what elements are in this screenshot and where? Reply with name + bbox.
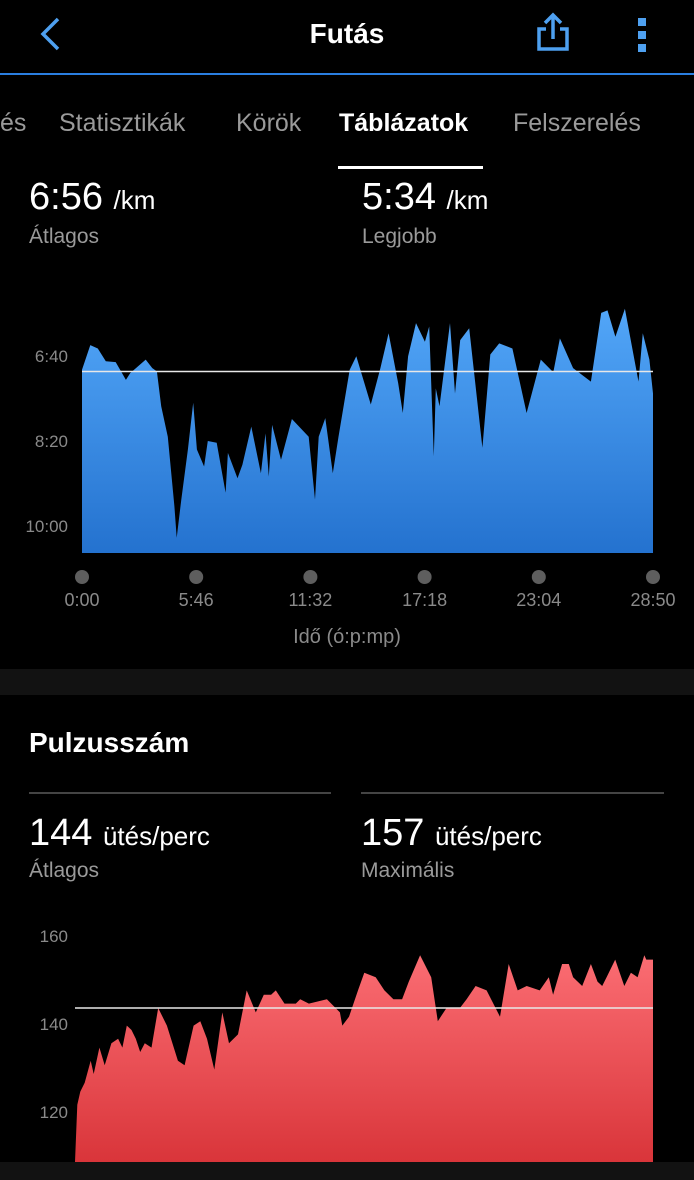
avg-pace-label: Átlagos bbox=[29, 225, 100, 248]
pace-y-tick: 10:00 bbox=[25, 516, 68, 536]
pace-chart bbox=[82, 308, 653, 553]
avg-hr-number: 144 bbox=[29, 812, 93, 854]
x-tick-dot bbox=[417, 570, 432, 584]
max-hr-number: 157 bbox=[361, 812, 425, 854]
x-tick-dot bbox=[531, 570, 546, 584]
max-hr-label: Maximális bbox=[361, 859, 455, 882]
x-tick-dot bbox=[303, 570, 318, 584]
x-axis-title: Idő (ó:p:mp) bbox=[293, 626, 401, 648]
best-pace-unit: /km bbox=[446, 185, 489, 215]
avg-hr-value: 144 ütés/perc bbox=[29, 812, 210, 855]
hr-y-tick: 140 bbox=[39, 1014, 68, 1034]
hr-y-tick: 120 bbox=[39, 1102, 68, 1122]
pace-y-tick: 6:40 bbox=[34, 346, 68, 366]
hr-y-tick: 160 bbox=[39, 926, 68, 946]
avg-hr-label: Átlagos bbox=[29, 859, 100, 882]
pace-x-tick: 11:32 bbox=[288, 590, 333, 610]
tab-charts[interactable]: Táblázatok bbox=[339, 109, 469, 137]
divider bbox=[29, 792, 331, 794]
avg-pace-unit: /km bbox=[113, 185, 156, 215]
best-pace-label: Legjobb bbox=[362, 225, 437, 248]
series-area bbox=[82, 308, 653, 553]
avg-pace-value: 6:56 /km bbox=[29, 176, 155, 219]
pace-y-tick: 8:20 bbox=[34, 431, 68, 451]
avg-hr-unit: ütés/perc bbox=[102, 821, 210, 851]
tab-gear[interactable]: Felszerelés bbox=[513, 109, 641, 137]
divider bbox=[361, 792, 664, 794]
avg-pace-number: 6:56 bbox=[29, 176, 103, 218]
heart-rate-title: Pulzusszám bbox=[29, 727, 190, 758]
x-tick-dot bbox=[646, 570, 660, 584]
chevron-left-icon[interactable] bbox=[36, 16, 66, 52]
pace-x-tick: 5:46 bbox=[178, 590, 214, 610]
tab-overview[interactable]: és bbox=[0, 109, 27, 137]
tab-statistics[interactable]: Statisztikák bbox=[59, 109, 186, 137]
series-area bbox=[75, 955, 653, 1162]
top-bar: Futás bbox=[0, 0, 694, 74]
tab-laps[interactable]: Körök bbox=[236, 109, 302, 137]
max-hr-unit: ütés/perc bbox=[434, 821, 542, 851]
page-title: Futás bbox=[309, 18, 385, 49]
section-divider bbox=[0, 669, 694, 695]
header-divider bbox=[0, 73, 694, 75]
x-axis-dots bbox=[75, 570, 660, 584]
pace-x-tick: 23:04 bbox=[516, 590, 562, 610]
pace-x-tick: 17:18 bbox=[402, 590, 448, 610]
pace-x-tick: 0:00 bbox=[64, 590, 100, 610]
more-vertical-icon[interactable] bbox=[632, 16, 652, 54]
max-hr-value: 157 ütés/perc bbox=[361, 812, 542, 855]
best-pace-number: 5:34 bbox=[362, 176, 436, 218]
x-tick-dot bbox=[75, 570, 89, 584]
best-pace-value: 5:34 /km bbox=[362, 176, 488, 219]
section-divider bbox=[0, 1162, 694, 1180]
heart-rate-chart bbox=[75, 955, 653, 1162]
x-tick-dot bbox=[189, 570, 204, 584]
active-tab-indicator bbox=[338, 166, 483, 169]
share-icon[interactable] bbox=[534, 12, 572, 52]
pace-x-tick: 28:50 bbox=[630, 590, 676, 610]
